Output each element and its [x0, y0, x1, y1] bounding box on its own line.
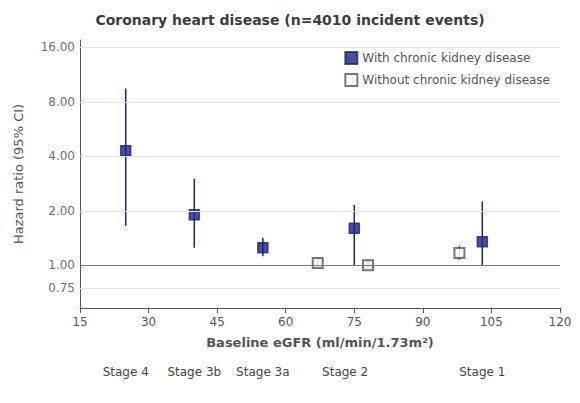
svg-text:105: 105	[480, 315, 503, 329]
svg-text:Stage 3b: Stage 3b	[167, 365, 221, 379]
svg-text:Stage 1: Stage 1	[459, 365, 505, 379]
svg-text:0.75: 0.75	[48, 281, 75, 295]
svg-text:With chronic kidney disease: With chronic kidney disease	[362, 51, 530, 65]
svg-text:2.00: 2.00	[48, 204, 75, 218]
svg-text:Stage 3a: Stage 3a	[236, 365, 289, 379]
svg-text:Stage 4: Stage 4	[103, 365, 149, 379]
svg-text:120: 120	[549, 315, 572, 329]
svg-text:75: 75	[347, 315, 362, 329]
svg-text:Coronary heart disease (n=4010: Coronary heart disease (n=4010 incident …	[95, 12, 484, 28]
svg-text:15: 15	[72, 315, 87, 329]
svg-text:Baseline eGFR (ml/min/1.73m²): Baseline eGFR (ml/min/1.73m²)	[206, 335, 434, 350]
svg-text:Stage 2: Stage 2	[322, 365, 368, 379]
svg-text:60: 60	[278, 315, 293, 329]
svg-text:0: 0	[67, 301, 75, 315]
svg-text:Without chronic kidney disease: Without chronic kidney disease	[362, 73, 550, 87]
svg-text:Hazard ratio (95% CI): Hazard ratio (95% CI)	[11, 104, 26, 244]
svg-text:4.00: 4.00	[48, 149, 75, 163]
svg-text:45: 45	[210, 315, 225, 329]
svg-text:16.00: 16.00	[41, 40, 75, 54]
svg-text:1.00: 1.00	[48, 258, 75, 272]
svg-text:8.00: 8.00	[48, 95, 75, 109]
svg-text:30: 30	[141, 315, 156, 329]
svg-text:90: 90	[415, 315, 430, 329]
